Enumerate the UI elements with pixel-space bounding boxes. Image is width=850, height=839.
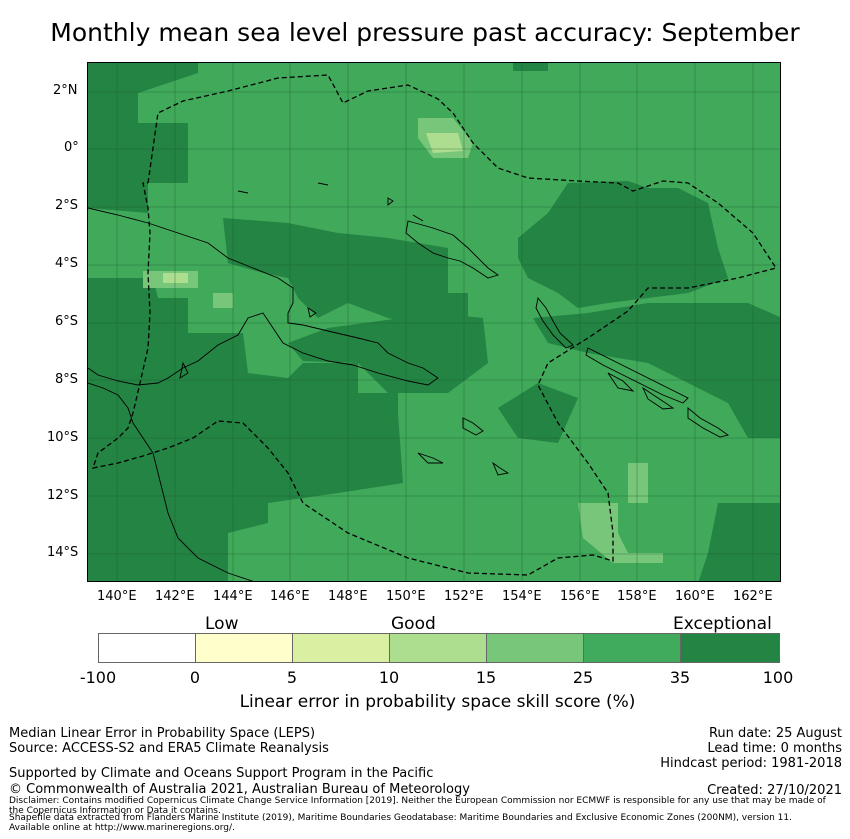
lon-label-140e: 140°E: [97, 589, 137, 604]
lon-label-150e: 150°E: [386, 589, 426, 604]
lead-time: Lead time: 0 months: [707, 741, 842, 756]
lon-label-154e: 154°E: [502, 589, 542, 604]
colorbar-swatch-5: [486, 633, 584, 663]
colorbar-category-good: Good: [391, 614, 436, 634]
disclaimer-line-1: Disclaimer: Contains modified Copernicus…: [9, 796, 826, 806]
lat-label-12s: 12°S: [47, 488, 79, 503]
lat-label-6s: 6°S: [55, 314, 79, 329]
lat-label-2n: 2°N: [53, 83, 78, 98]
eez-boundary: [92, 74, 778, 576]
lon-label-146e: 146°E: [270, 589, 310, 604]
lat-label-8s: 8°S: [55, 372, 79, 387]
lat-label-4s: 4°S: [55, 256, 79, 271]
graticule: [88, 63, 780, 581]
hindcast-period: Hindcast period: 1981-2018: [660, 756, 842, 771]
colorbar-category-low: Low: [205, 614, 239, 634]
disclaimer-line-2: the Copernicus Information or Data it co…: [9, 806, 221, 816]
lon-label-142e: 142°E: [155, 589, 195, 604]
shapefile-line-2: Available online at http://www.marinereg…: [9, 823, 235, 833]
lon-label-160e: 160°E: [675, 589, 715, 604]
colorbar-label: Linear error in probability space skill …: [239, 692, 636, 712]
support-text: Supported by Climate and Oceans Support …: [9, 766, 434, 781]
colorbar-swatch-7: [680, 633, 780, 663]
colorbar-tick-25: 25: [572, 668, 594, 687]
map-canvas: [88, 63, 780, 581]
colorbar-swatch-1: [98, 633, 196, 663]
lon-label-152e: 152°E: [444, 589, 484, 604]
lon-label-156e: 156°E: [560, 589, 600, 604]
colorbar-tick-100: 100: [762, 668, 794, 687]
source-text: Source: ACCESS-S2 and ERA5 Climate Reana…: [9, 741, 329, 756]
colorbar-tick-15: 15: [475, 668, 497, 687]
colorbar-tick-0: 0: [189, 668, 201, 687]
colorbar-swatch-4: [389, 633, 487, 663]
lat-label-0: 0°: [64, 140, 79, 155]
moderate-skill-regions: [163, 133, 463, 283]
colorbar-tick-35: 35: [669, 668, 691, 687]
created-date: Created: 27/10/2021: [707, 783, 842, 798]
lon-label-162e: 162°E: [733, 589, 773, 604]
colorbar-swatch-6: [583, 633, 681, 663]
lat-label-2s: 2°S: [55, 198, 79, 213]
lat-label-10s: 10°S: [47, 430, 79, 445]
map-title: Monthly mean sea level pressure past acc…: [50, 18, 800, 47]
skill-score-map: [87, 62, 781, 582]
colorbar-swatch-3: [292, 633, 390, 663]
colorbar-tick-10: 10: [378, 668, 400, 687]
exceptional-skill-regions: [88, 63, 780, 581]
shapefile-line-1: Shapefile data extracted from Flanders M…: [9, 813, 792, 823]
colorbar-category-exceptional: Exceptional: [673, 614, 772, 634]
method-text: Median Linear Error in Probability Space…: [9, 726, 316, 741]
colorbar-tick-minus100: -100: [79, 668, 117, 687]
lon-label-144e: 144°E: [213, 589, 253, 604]
lat-label-14s: 14°S: [47, 545, 79, 560]
lon-label-158e: 158°E: [617, 589, 657, 604]
run-date: Run date: 25 August: [708, 726, 842, 741]
colorbar-tick-5: 5: [286, 668, 298, 687]
lon-label-148e: 148°E: [328, 589, 368, 604]
copyright-text: © Commonwealth of Australia 2021, Austra…: [9, 782, 470, 797]
coastlines: [88, 182, 730, 581]
colorbar-swatch-2: [195, 633, 293, 663]
